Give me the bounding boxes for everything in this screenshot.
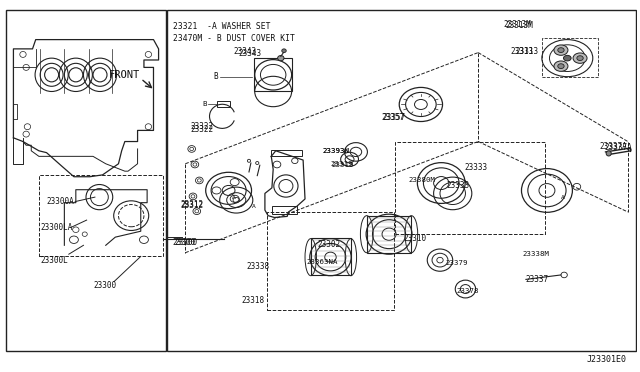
Text: FRONT: FRONT xyxy=(109,70,140,80)
Text: 23310: 23310 xyxy=(403,234,426,243)
Text: 23357: 23357 xyxy=(383,113,406,122)
Text: 23363NA: 23363NA xyxy=(307,259,338,265)
Ellipse shape xyxy=(573,53,587,63)
Text: 23312: 23312 xyxy=(180,201,204,210)
Text: 23393N: 23393N xyxy=(322,148,349,154)
Ellipse shape xyxy=(606,151,611,156)
Text: 23393N: 23393N xyxy=(322,148,349,154)
Bar xyxy=(542,38,598,77)
Ellipse shape xyxy=(282,49,286,52)
Text: 23313M: 23313M xyxy=(506,21,533,30)
Text: 23333: 23333 xyxy=(446,181,470,190)
Bar xyxy=(168,10,636,351)
Text: 23337: 23337 xyxy=(526,275,549,284)
Text: 23300: 23300 xyxy=(175,238,198,247)
Text: 23318: 23318 xyxy=(241,296,264,305)
Ellipse shape xyxy=(554,45,568,55)
Text: 23379: 23379 xyxy=(445,260,468,266)
Text: 23378: 23378 xyxy=(456,288,479,294)
Text: 23337A: 23337A xyxy=(599,142,627,151)
Text: 23300LA: 23300LA xyxy=(40,223,72,232)
Text: 23338: 23338 xyxy=(246,262,269,271)
Text: 23300A: 23300A xyxy=(47,197,74,206)
Ellipse shape xyxy=(558,48,564,52)
Text: 23338M: 23338M xyxy=(523,251,550,257)
Text: A: A xyxy=(463,180,467,185)
Bar xyxy=(254,58,292,92)
Text: 23300: 23300 xyxy=(173,238,196,247)
Bar xyxy=(217,101,230,107)
Text: 23343: 23343 xyxy=(239,49,262,58)
Bar xyxy=(168,10,636,350)
Text: A: A xyxy=(252,204,256,209)
Text: B: B xyxy=(213,72,218,81)
Bar xyxy=(267,212,394,310)
Ellipse shape xyxy=(278,55,284,61)
Text: 23313M: 23313M xyxy=(504,20,531,29)
Bar xyxy=(272,206,297,214)
Bar xyxy=(367,216,412,253)
Ellipse shape xyxy=(563,55,571,61)
Bar xyxy=(271,150,302,156)
Text: 23319: 23319 xyxy=(332,162,355,168)
Text: 23470M - B DUST COVER KIT: 23470M - B DUST COVER KIT xyxy=(173,34,294,43)
Text: 23322: 23322 xyxy=(191,125,214,134)
Text: 23300: 23300 xyxy=(93,281,116,290)
Ellipse shape xyxy=(577,56,583,61)
Text: 23343: 23343 xyxy=(233,47,256,56)
Text: A: A xyxy=(232,195,236,201)
Text: 23319: 23319 xyxy=(330,161,353,167)
Bar xyxy=(6,10,166,351)
Text: 23357: 23357 xyxy=(381,113,404,122)
Ellipse shape xyxy=(558,64,564,68)
Text: 23312: 23312 xyxy=(180,200,204,209)
Bar xyxy=(396,141,545,234)
Text: 23313: 23313 xyxy=(510,47,533,56)
Text: A: A xyxy=(561,195,564,201)
Bar xyxy=(311,238,351,275)
Text: 23300L: 23300L xyxy=(40,256,68,264)
Bar xyxy=(39,175,163,256)
Text: 23302: 23302 xyxy=(317,240,341,249)
Ellipse shape xyxy=(554,61,568,71)
Bar xyxy=(6,10,166,350)
Text: B: B xyxy=(202,102,206,108)
Text: 23380M: 23380M xyxy=(408,177,435,183)
Text: 23322: 23322 xyxy=(191,122,214,131)
Text: J23301E0: J23301E0 xyxy=(586,355,627,364)
Text: 23337A: 23337A xyxy=(604,142,632,151)
Text: 23321  -A WASHER SET: 23321 -A WASHER SET xyxy=(173,22,270,31)
Text: 23333: 23333 xyxy=(464,163,487,172)
Text: 23313: 23313 xyxy=(515,47,538,56)
